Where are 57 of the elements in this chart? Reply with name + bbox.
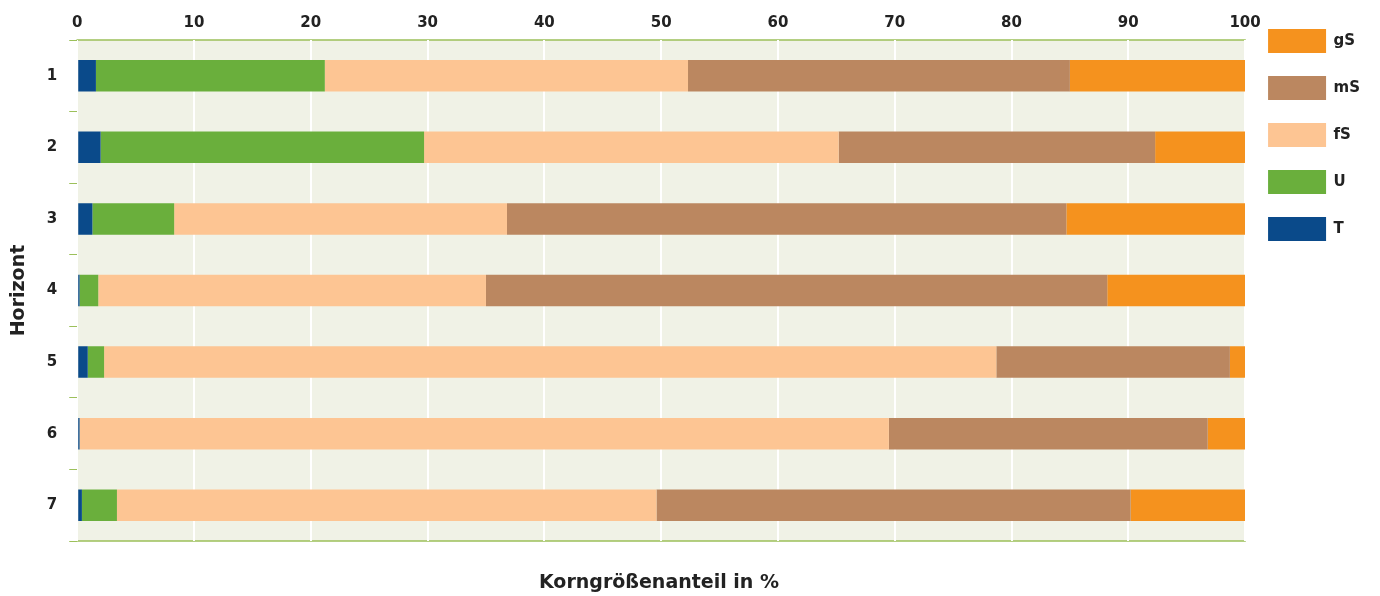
bar: [78, 203, 93, 235]
bar: [78, 489, 82, 521]
bar: [424, 131, 839, 164]
legend-label: mS: [1333, 77, 1360, 96]
bar: [81, 489, 117, 521]
bar: [1207, 417, 1246, 450]
bar: [656, 489, 1131, 521]
y-tick-label: 3: [46, 208, 58, 227]
bar: [78, 60, 96, 92]
bar: [838, 131, 1156, 164]
x-tick-label: 50: [650, 12, 672, 31]
x-tick-label: 60: [767, 12, 789, 31]
bar: [92, 203, 175, 235]
x-tick-label: 0: [72, 12, 83, 31]
bar: [1066, 203, 1246, 235]
x-tick-label: 80: [1001, 12, 1022, 31]
y-tick-label: 7: [46, 495, 58, 514]
y-tick-label: 1: [46, 65, 58, 84]
bar: [79, 274, 99, 307]
bar: [888, 417, 1208, 450]
bar: [95, 60, 325, 92]
bar: [78, 131, 101, 164]
bar: [1229, 346, 1246, 378]
bar: [104, 346, 997, 378]
x-tick-label: 10: [183, 12, 205, 31]
x-tick-label: 40: [533, 12, 555, 31]
bar: [174, 203, 507, 235]
y-axis-title: Horizont: [6, 244, 29, 337]
bar: [98, 274, 486, 307]
x-tick-label: 100: [1229, 12, 1261, 31]
bar: [996, 346, 1230, 378]
bar: [324, 60, 689, 92]
bar: [1069, 60, 1246, 92]
bar: [1155, 131, 1246, 164]
bar: [1107, 274, 1246, 307]
bar: [688, 60, 1070, 92]
x-tick-label: 90: [1117, 12, 1139, 31]
x-axis-title: Korngrößenanteil in %: [537, 570, 781, 592]
legend-label: fS: [1333, 124, 1351, 143]
bar: [1130, 489, 1246, 521]
bar: [79, 417, 889, 450]
bar: [116, 489, 657, 521]
bar: [78, 346, 88, 378]
y-tick-label: 5: [46, 351, 58, 370]
bar: [87, 346, 105, 378]
legend-label: T: [1333, 218, 1345, 237]
bar: [485, 274, 1108, 307]
legend-label: U: [1333, 171, 1346, 190]
y-tick-label: 6: [46, 423, 58, 442]
x-tick-label: 20: [300, 12, 322, 31]
legend-label: gS: [1333, 30, 1356, 49]
bar: [100, 131, 425, 164]
bar: [507, 203, 1067, 235]
y-tick-label: 2: [46, 137, 58, 156]
x-tick-label: 70: [884, 12, 906, 31]
y-tick-label: 4: [46, 280, 58, 299]
x-tick-label: 30: [417, 12, 439, 31]
